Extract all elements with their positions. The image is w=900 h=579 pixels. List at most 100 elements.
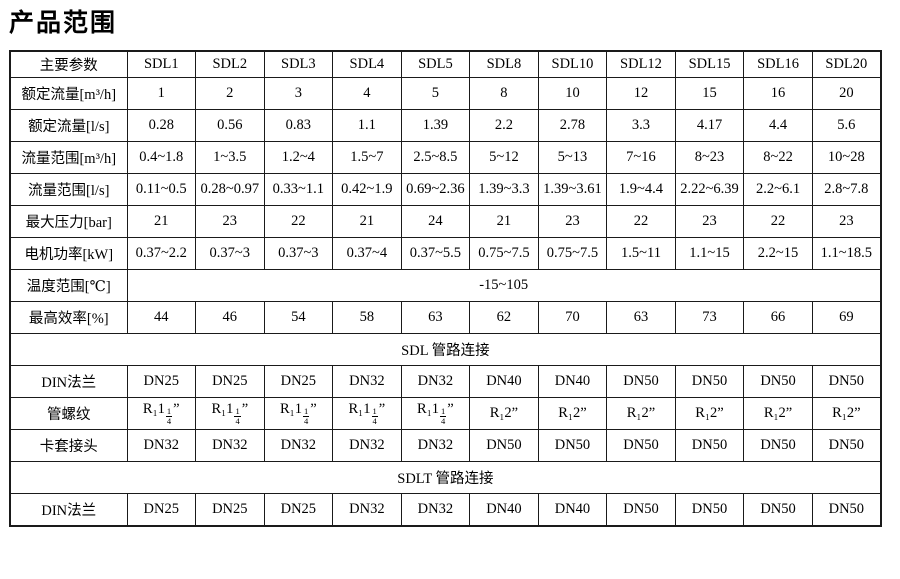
section-header-cell: SDLT 管路连接: [9, 461, 882, 494]
value-cell: 22: [606, 205, 676, 238]
value-cell: DN50: [674, 429, 745, 462]
value-cell: 44: [126, 301, 197, 334]
value-cell: 23: [537, 205, 608, 238]
value-cell: 3.3: [606, 109, 676, 142]
value-cell: 0.37~4: [332, 237, 402, 270]
value-cell: 2.2: [469, 109, 539, 142]
value-cell: 8~23: [674, 141, 745, 174]
value-cell: 0.56: [195, 109, 265, 142]
value-cell: DN50: [537, 429, 608, 462]
value-cell: R₁2”: [537, 397, 608, 430]
table-row: 电机功率[kW] 0.37~2.2 0.37~3 0.37~3 0.37~4 0.37~5…: [9, 237, 882, 270]
value-cell: 2.8~7.8: [811, 173, 882, 206]
row-label: 流量范围[l/s]: [9, 173, 128, 206]
value-cell: DN32: [195, 429, 265, 462]
row-label: 流量范围[m³/h]: [9, 141, 128, 174]
row-label: 额定流量[l/s]: [9, 109, 128, 142]
value-cell: DN50: [469, 429, 539, 462]
table-header: 主要参数 SDL1 SDL2 SDL3 SDL4 SDL5 SDL8 SDL10 SDL12 SD…: [9, 50, 882, 78]
value-cell: 66: [743, 301, 813, 334]
value-cell: DN50: [811, 493, 882, 527]
value-cell: R₁2”: [674, 397, 745, 430]
value-cell: DN32: [400, 429, 471, 462]
table-row: 卡套接头 DN32 DN32 DN32 DN32 DN32 DN50 DN50 DN50 DN50…: [9, 429, 882, 462]
value-cell: 0.11~0.5: [126, 173, 197, 206]
value-cell: 2.2~6.1: [743, 173, 813, 206]
table-body: 额定流量[m³/h] 1 2 3 4 5 8 10 12 15 16 20 额定流量[l/s] 0.28 0…: [9, 77, 882, 527]
header-model: SDL8: [469, 50, 539, 78]
value-cell: 12: [606, 77, 676, 110]
row-label: 最高效率[%]: [9, 301, 128, 334]
row-label: 最大压力[bar]: [9, 205, 128, 238]
value-cell: 20: [811, 77, 882, 110]
value-cell: 23: [674, 205, 745, 238]
value-cell: 3: [263, 77, 334, 110]
value-cell: 58: [332, 301, 402, 334]
value-cell: 0.75~7.5: [469, 237, 539, 270]
value-cell: 5.6: [811, 109, 882, 142]
value-cell: DN25: [126, 365, 197, 398]
value-cell: 2.78: [537, 109, 608, 142]
value-cell: 10~28: [811, 141, 882, 174]
value-cell: DN50: [606, 429, 676, 462]
value-cell: DN32: [332, 365, 402, 398]
value-cell: DN32: [332, 493, 402, 527]
value-cell: 0.37~3: [263, 237, 334, 270]
value-cell: DN32: [332, 429, 402, 462]
table-row: 额定流量[l/s] 0.28 0.56 0.83 1.1 1.39 2.2 2.78 3.3 4.…: [9, 109, 882, 142]
value-cell: 69: [811, 301, 882, 334]
row-label: DIN法兰: [9, 365, 128, 398]
value-cell: 22: [263, 205, 334, 238]
row-label: 电机功率[kW]: [9, 237, 128, 270]
value-cell: R₁1 1 4”: [263, 397, 334, 430]
table-row: 流量范围[m³/h] 0.4~1.8 1~3.5 1.2~4 1.5~7 2.5~8.5 5…: [9, 141, 882, 174]
value-cell: 1~3.5: [195, 141, 265, 174]
value-cell: 7~16: [606, 141, 676, 174]
value-cell: DN50: [743, 365, 813, 398]
value-cell: R₁2”: [811, 397, 882, 430]
value-cell: 2.5~8.5: [400, 141, 471, 174]
value-cell: 21: [126, 205, 197, 238]
value-cell: 10: [537, 77, 608, 110]
merged-value-cell: -15~105: [126, 269, 882, 302]
table-row: 额定流量[m³/h] 1 2 3 4 5 8 10 12 15 16 20: [9, 77, 882, 110]
value-cell: DN25: [195, 493, 265, 527]
page-title: 产品范围: [9, 8, 118, 37]
value-cell: DN25: [195, 365, 265, 398]
value-cell: 23: [811, 205, 882, 238]
value-cell: 1.39~3.61: [537, 173, 608, 206]
value-cell: DN50: [743, 493, 813, 527]
value-cell: 46: [195, 301, 265, 334]
value-cell: 63: [400, 301, 471, 334]
value-cell: 62: [469, 301, 539, 334]
table-row: DIN法兰 DN25 DN25 DN25 DN32 DN32 DN40 DN40 DN50 DN5…: [9, 365, 882, 398]
header-model: SDL4: [332, 50, 402, 78]
value-cell: 1.1~18.5: [811, 237, 882, 270]
value-cell: 0.4~1.8: [126, 141, 197, 174]
header-row: 主要参数 SDL1 SDL2 SDL3 SDL4 SDL5 SDL8 SDL10 SDL12 SD…: [9, 50, 882, 78]
value-cell: 5: [400, 77, 471, 110]
value-cell: 0.28~0.97: [195, 173, 265, 206]
header-model: SDL12: [606, 50, 676, 78]
value-cell: 0.37~2.2: [126, 237, 197, 270]
value-cell: DN25: [263, 493, 334, 527]
value-cell: 8~22: [743, 141, 813, 174]
value-cell: DN32: [263, 429, 334, 462]
value-cell: R₁1 1 4”: [126, 397, 197, 430]
value-cell: R₁2”: [606, 397, 676, 430]
value-cell: R₁1 1 4”: [400, 397, 471, 430]
value-cell: 0.28: [126, 109, 197, 142]
value-cell: 16: [743, 77, 813, 110]
value-cell: 2: [195, 77, 265, 110]
row-label: 管螺纹: [9, 397, 128, 430]
value-cell: 73: [674, 301, 745, 334]
value-cell: 0.69~2.36: [400, 173, 471, 206]
table-row: 最大压力[bar] 21 23 22 21 24 21 23 22 23 22 23: [9, 205, 882, 238]
value-cell: 15: [674, 77, 745, 110]
value-cell: 70: [537, 301, 608, 334]
header-model: SDL15: [674, 50, 745, 78]
value-cell: DN32: [400, 365, 471, 398]
